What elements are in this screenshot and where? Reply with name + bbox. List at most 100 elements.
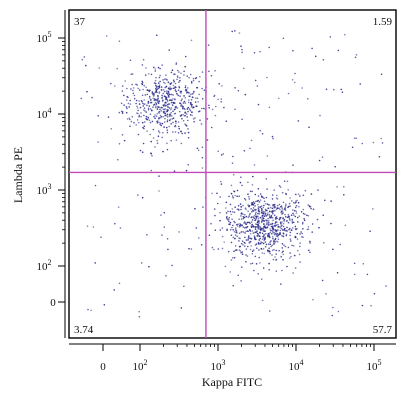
- data-point: [289, 252, 291, 254]
- data-point: [274, 206, 277, 209]
- x-axis-ticks: 0 102 103 104 105: [69, 343, 396, 373]
- data-point: [219, 219, 221, 222]
- data-point: [185, 169, 188, 172]
- data-point: [160, 124, 162, 127]
- data-point: [304, 213, 306, 216]
- data-point: [238, 195, 240, 197]
- data-point: [275, 197, 278, 199]
- data-point: [163, 211, 166, 214]
- data-point: [159, 114, 162, 117]
- data-point: [147, 108, 150, 111]
- data-point: [262, 217, 265, 220]
- data-point: [244, 232, 246, 234]
- data-point: [156, 99, 158, 102]
- data-point: [289, 234, 291, 237]
- data-point: [278, 225, 280, 228]
- data-point: [234, 194, 236, 197]
- data-point: [162, 81, 165, 84]
- data-point: [154, 79, 157, 82]
- data-point: [117, 206, 120, 208]
- data-point: [166, 119, 169, 121]
- data-point: [255, 247, 258, 249]
- data-point: [162, 116, 165, 118]
- data-point: [279, 233, 282, 235]
- data-point: [227, 250, 230, 253]
- data-point: [339, 243, 342, 246]
- data-point: [247, 204, 249, 206]
- data-point: [332, 248, 334, 251]
- data-point: [145, 67, 147, 69]
- data-point: [171, 118, 173, 120]
- data-point: [255, 263, 258, 265]
- data-point: [275, 253, 278, 255]
- data-point: [210, 222, 212, 225]
- data-point: [173, 87, 176, 89]
- data-point: [172, 121, 174, 124]
- data-point: [302, 228, 304, 230]
- data-point: [269, 206, 272, 209]
- data-point: [173, 170, 176, 172]
- data-point: [142, 142, 145, 145]
- data-point: [167, 248, 169, 251]
- data-point: [172, 79, 175, 81]
- data-point: [240, 242, 243, 245]
- data-point: [264, 246, 267, 248]
- data-point: [147, 101, 150, 104]
- data-point: [224, 265, 227, 268]
- data-point: [282, 232, 285, 234]
- data-point: [241, 224, 243, 226]
- data-point: [259, 216, 262, 219]
- data-point: [213, 208, 216, 210]
- data-point: [267, 204, 270, 206]
- data-point: [274, 222, 277, 225]
- data-point: [333, 88, 335, 91]
- data-point: [141, 80, 143, 83]
- data-point: [236, 223, 238, 226]
- data-point: [290, 240, 292, 242]
- data-point: [180, 142, 183, 145]
- data-point: [253, 269, 255, 272]
- data-point: [165, 104, 168, 107]
- data-point: [304, 189, 307, 192]
- data-point: [121, 134, 124, 136]
- data-point: [316, 218, 319, 221]
- data-point: [292, 221, 295, 224]
- data-point: [231, 218, 233, 221]
- data-point: [141, 94, 144, 97]
- data-point: [276, 204, 279, 207]
- data-point: [232, 211, 234, 213]
- data-point: [262, 267, 265, 269]
- data-point: [361, 304, 364, 307]
- data-point: [267, 217, 269, 220]
- data-point: [255, 226, 257, 228]
- data-point: [118, 111, 121, 114]
- data-point: [252, 226, 255, 228]
- data-point: [137, 194, 139, 196]
- data-point: [237, 223, 239, 225]
- data-point: [250, 139, 253, 142]
- data-point: [161, 94, 163, 97]
- data-point: [255, 230, 258, 232]
- data-point: [142, 88, 144, 91]
- data-point: [182, 120, 185, 122]
- data-point: [118, 282, 121, 285]
- data-point: [155, 106, 157, 109]
- data-point: [144, 121, 146, 123]
- data-point: [174, 108, 176, 110]
- data-point: [127, 102, 130, 105]
- data-point: [157, 105, 159, 108]
- data-point: [242, 204, 244, 207]
- data-point: [303, 218, 305, 220]
- data-point: [254, 200, 257, 203]
- data-point: [138, 89, 141, 91]
- data-point: [297, 249, 299, 252]
- data-point: [147, 117, 150, 119]
- data-point: [232, 257, 234, 259]
- data-point: [271, 235, 274, 238]
- data-point: [131, 83, 133, 86]
- data-point: [263, 200, 266, 203]
- data-point: [243, 221, 246, 223]
- data-point: [290, 229, 293, 231]
- data-point: [243, 67, 245, 70]
